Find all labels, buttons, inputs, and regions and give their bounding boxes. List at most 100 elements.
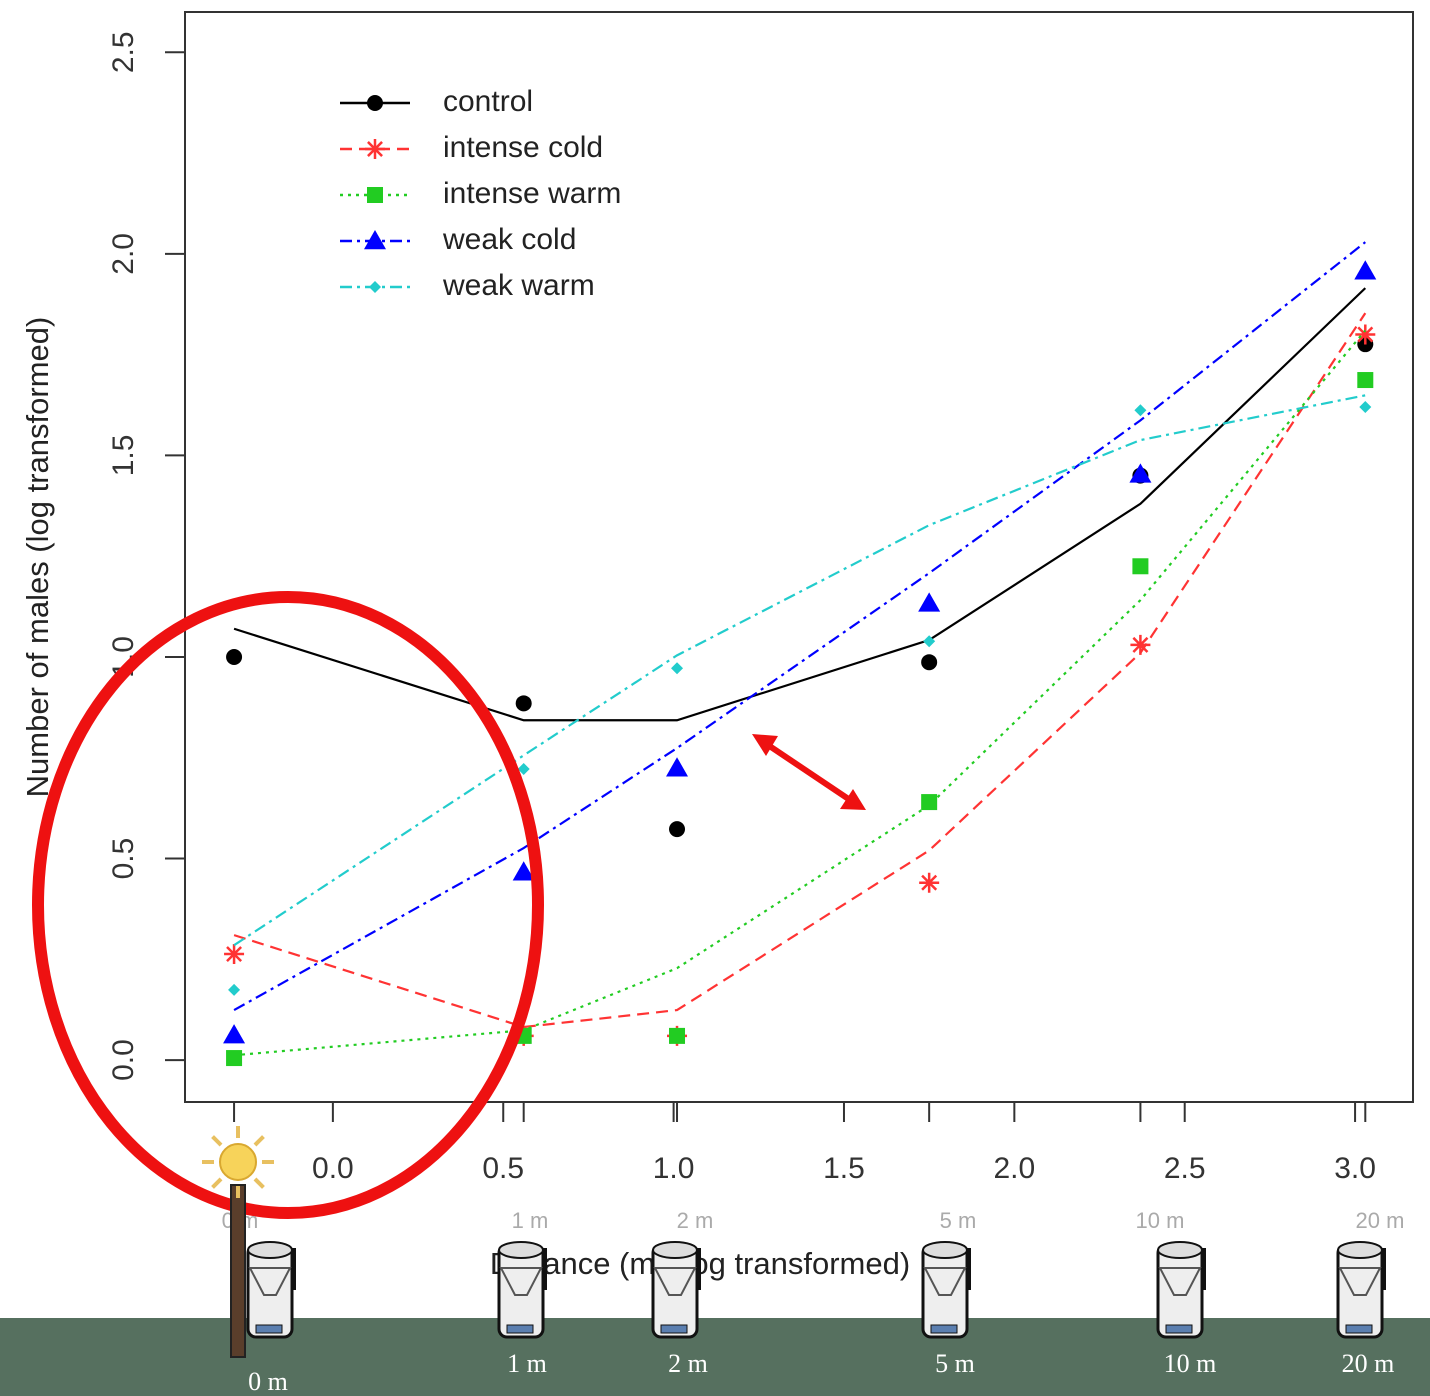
point	[666, 757, 689, 777]
double-arrow	[766, 742, 852, 803]
point	[669, 821, 686, 838]
trap-icon	[1336, 1241, 1386, 1339]
trap-top	[922, 1241, 968, 1259]
x-tick-label: 0.5	[482, 1152, 524, 1185]
point	[1359, 401, 1372, 414]
x-tick-label: 1.5	[823, 1152, 865, 1185]
trap-icon	[1156, 1241, 1206, 1339]
pole	[230, 1184, 246, 1358]
point	[918, 592, 941, 612]
x-tick-label: 1.0	[653, 1152, 695, 1185]
sun-ray	[211, 1177, 223, 1189]
arrow-head	[752, 734, 778, 756]
trap-top	[1157, 1241, 1203, 1259]
trap-funnel	[1338, 1267, 1382, 1296]
trap-top	[652, 1241, 698, 1259]
point	[1129, 463, 1152, 483]
fit-line	[233, 329, 1367, 1057]
point	[669, 1027, 686, 1044]
x-tick-label: 0.0	[312, 1152, 354, 1185]
legend-marker	[367, 95, 383, 111]
trap-icon	[921, 1241, 971, 1339]
point	[1134, 404, 1147, 417]
point	[1132, 558, 1149, 575]
point	[1354, 260, 1377, 280]
trap-top	[247, 1241, 293, 1259]
trap-top	[498, 1241, 544, 1259]
legend-marker	[365, 139, 385, 159]
y-tick-label: 2.0	[107, 233, 140, 275]
point	[921, 654, 938, 671]
y-tick-label: 1.5	[107, 435, 140, 477]
sun	[219, 1143, 257, 1181]
trap-tray	[930, 1324, 958, 1334]
distance-label-bottom: 5 m	[935, 1349, 975, 1378]
distance-label-top: 5 m	[940, 1208, 977, 1233]
point	[1355, 324, 1376, 345]
distance-label-top: 10 m	[1136, 1208, 1185, 1233]
point	[1357, 372, 1374, 389]
legend-label: weak warm	[442, 269, 595, 302]
x-tick-label: 2.0	[993, 1152, 1035, 1185]
legend-marker	[369, 281, 381, 293]
sun-ray	[253, 1135, 265, 1147]
legend-marker	[364, 230, 386, 250]
trap-tray	[255, 1324, 283, 1334]
fit-line	[233, 241, 1366, 1012]
point	[921, 794, 938, 811]
trap-tray	[506, 1324, 534, 1334]
trap-icon	[246, 1241, 296, 1339]
legend-label: intense warm	[443, 177, 621, 210]
sun-ray	[253, 1177, 265, 1189]
point	[671, 662, 684, 675]
legend-label: weak cold	[442, 223, 576, 256]
point	[224, 944, 245, 965]
x-tick-label: 2.5	[1164, 1152, 1206, 1185]
x-tick-label: 3.0	[1334, 1152, 1376, 1185]
point	[919, 872, 940, 893]
fit-line	[233, 394, 1366, 947]
trap-tray	[1165, 1324, 1193, 1334]
point	[223, 1024, 246, 1044]
trap-funnel	[653, 1267, 697, 1296]
trap-funnel	[248, 1267, 292, 1296]
point	[226, 648, 243, 665]
highlight-ellipse	[32, 591, 544, 1219]
fit-line	[233, 287, 1367, 722]
distance-label-top: 1 m	[512, 1208, 549, 1233]
trap-funnel	[1158, 1267, 1202, 1296]
trap-tray	[1345, 1324, 1373, 1334]
point	[226, 1050, 243, 1067]
y-tick-label: 2.5	[107, 31, 140, 73]
trap-tray	[660, 1324, 688, 1334]
y-axis-label: Number of males (log transformed)	[20, 317, 55, 798]
legend-label: control	[443, 85, 533, 118]
plot-frame	[184, 11, 1414, 1103]
distance-label-top: 20 m	[1356, 1208, 1405, 1233]
distance-label-top: 2 m	[677, 1208, 714, 1233]
point	[923, 635, 936, 648]
point	[517, 763, 530, 776]
distance-label-bottom: 10 m	[1164, 1349, 1217, 1378]
trap-top	[1337, 1241, 1383, 1259]
point	[515, 695, 532, 712]
distance-label-bottom: 0 m	[248, 1367, 288, 1396]
fit-line	[233, 312, 1367, 1029]
point	[512, 861, 535, 881]
arrow-head	[840, 789, 866, 810]
distance-label-bottom: 1 m	[507, 1349, 547, 1378]
y-tick-label: 0.5	[107, 838, 140, 880]
point	[228, 983, 241, 996]
trap-funnel	[923, 1267, 967, 1296]
legend-label: intense cold	[443, 131, 603, 164]
trap-icon	[497, 1241, 547, 1339]
distance-label-bottom: 2 m	[668, 1349, 708, 1378]
distance-label-bottom: 20 m	[1342, 1349, 1395, 1378]
trap-funnel	[499, 1267, 543, 1296]
legend-marker	[367, 187, 383, 203]
sun-ray	[211, 1135, 223, 1147]
point	[1130, 634, 1151, 655]
y-tick-label: 0.0	[107, 1039, 140, 1081]
trap-icon	[651, 1241, 701, 1339]
